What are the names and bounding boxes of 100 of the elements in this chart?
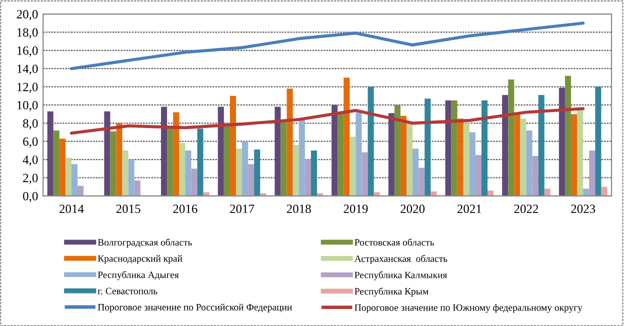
bar (316, 193, 324, 196)
y-tick-label: 4,0 (22, 156, 38, 166)
bar (236, 148, 242, 196)
x-tick-label: 2019 (344, 204, 368, 214)
bar (310, 150, 317, 196)
bar (71, 164, 78, 196)
bar (601, 186, 608, 196)
bar (526, 130, 532, 196)
bar (218, 106, 224, 196)
legend-label: Пороговое значение по Южному федеральному округу (354, 304, 582, 313)
bar (362, 152, 368, 196)
bar (230, 96, 236, 196)
bar (532, 156, 538, 196)
bar (292, 144, 299, 196)
bar (59, 138, 66, 196)
bar (412, 148, 419, 196)
line-series (70, 107, 585, 135)
bar (457, 118, 464, 196)
legend-label: Ростовская область (354, 238, 434, 246)
legend-label: Республика Крым (354, 288, 428, 297)
bar (595, 86, 602, 196)
bar (224, 124, 230, 196)
y-tick-label: 0,0 (23, 192, 38, 202)
bar (577, 110, 584, 196)
line-series (70, 22, 585, 70)
bar (445, 100, 452, 196)
bar (583, 188, 590, 196)
bar (286, 88, 293, 196)
bar (304, 160, 311, 196)
bar (332, 104, 338, 196)
bar (248, 164, 254, 196)
bar (338, 112, 344, 196)
bar (589, 150, 596, 196)
x-tick-label: 2015 (116, 204, 140, 214)
bar (564, 76, 572, 196)
legend-label: г. Севастополь (98, 288, 158, 294)
bar (544, 188, 550, 196)
bar (558, 88, 565, 196)
legend-label: Республика Калмыкия (354, 271, 448, 280)
bar (350, 136, 356, 196)
y-tick-label: 12,0 (17, 82, 38, 94)
legend-label: Астраханская область (354, 254, 448, 264)
x-tick-label: 2014 (60, 204, 84, 214)
y-tick-label: 10,0 (17, 100, 38, 112)
bar (394, 104, 400, 196)
bar (481, 100, 488, 196)
bar (53, 130, 60, 196)
bar (424, 98, 431, 196)
legend-label: Республика Адыгея (98, 271, 179, 280)
x-tick-label: 2018 (286, 204, 311, 214)
bar (116, 123, 122, 196)
bar (242, 141, 248, 196)
bar (260, 193, 266, 196)
bar (514, 113, 520, 196)
y-tick-label: 18,0 (17, 28, 38, 38)
legend-label: Волгоградская область (98, 238, 192, 248)
bar (388, 113, 394, 196)
bar (280, 121, 287, 196)
bar (502, 94, 508, 196)
x-tick-label: 2016 (173, 204, 198, 214)
y-tick-label: 6,0 (23, 137, 38, 148)
y-tick-label: 20,0 (16, 10, 38, 20)
bar (161, 106, 168, 196)
bar (469, 132, 476, 196)
bar (179, 143, 186, 196)
bar (65, 158, 72, 196)
bar (488, 190, 494, 196)
bar (254, 150, 260, 196)
bar (508, 80, 514, 196)
bar (110, 131, 116, 196)
bar (571, 114, 578, 196)
x-tick-label: 2022 (514, 204, 538, 214)
legend-label: Краснодарский край (98, 255, 182, 264)
bar (451, 100, 458, 196)
bar (418, 168, 425, 196)
bar (463, 123, 470, 196)
x-tick-label: 2020 (400, 204, 425, 214)
bar (538, 94, 544, 196)
y-tick-label: 8,0 (23, 119, 38, 130)
x-tick-label: 2023 (571, 204, 596, 214)
y-tick-label: 2,0 (23, 174, 38, 184)
bar (475, 154, 482, 196)
bar (197, 128, 204, 196)
bar (400, 116, 407, 196)
bar (185, 150, 192, 196)
bar (298, 120, 305, 196)
y-tick-label: 16,0 (17, 46, 38, 57)
bar (167, 126, 174, 196)
y-tick-label: 14,0 (17, 64, 38, 75)
bar (191, 168, 198, 196)
bar (356, 112, 362, 196)
bar (128, 160, 134, 196)
x-tick-label: 2021 (457, 204, 482, 214)
bar (173, 112, 180, 196)
bar (520, 118, 526, 196)
x-tick-label: 2017 (230, 204, 254, 214)
bar (47, 111, 54, 196)
bar (78, 186, 84, 196)
bar (122, 150, 128, 196)
bar (104, 111, 110, 196)
